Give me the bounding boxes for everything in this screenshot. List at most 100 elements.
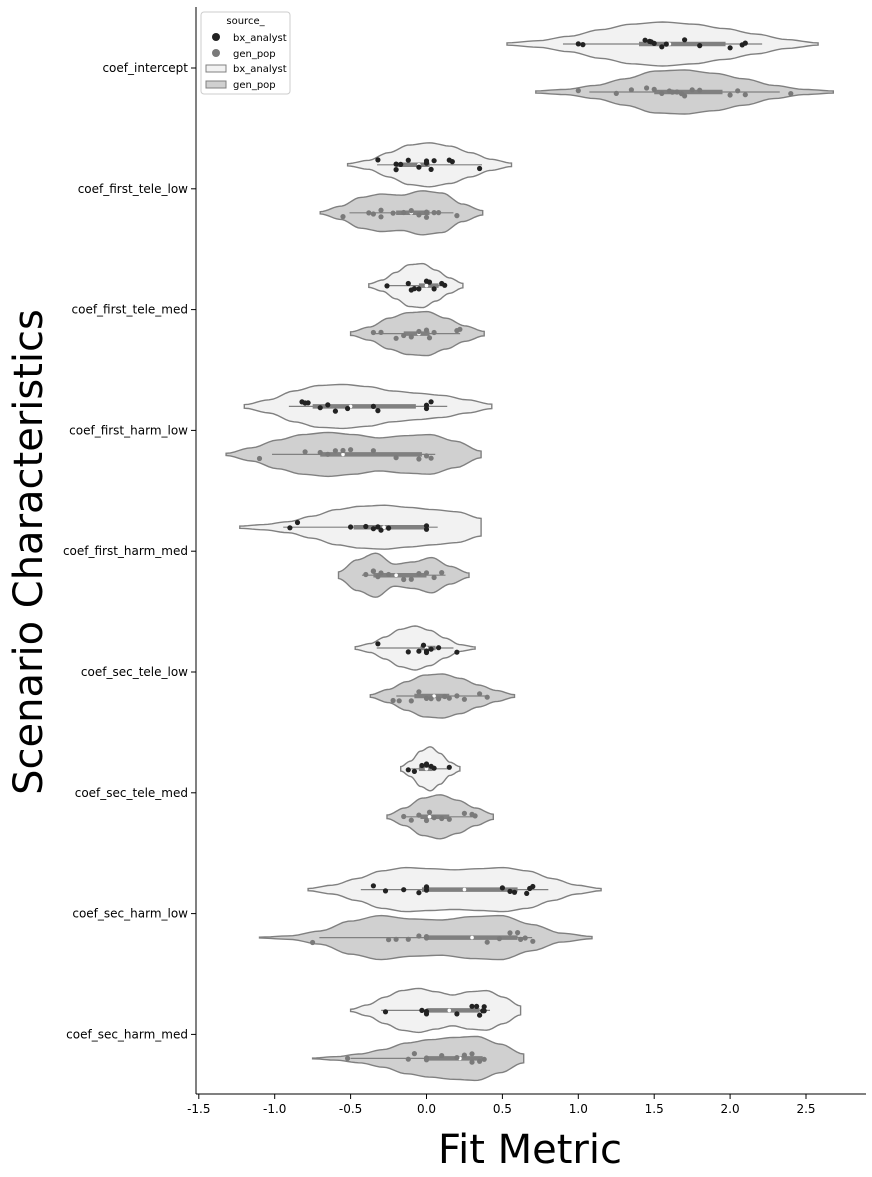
data-point-gen_pop — [446, 695, 452, 701]
data-point-gen_pop — [423, 214, 430, 220]
data-point-gen_pop — [454, 213, 460, 219]
data-point-bx_analyst — [370, 403, 376, 409]
data-point-gen_pop — [697, 87, 703, 93]
data-point-bx_analyst — [408, 287, 414, 293]
data-point-bx_analyst — [423, 1008, 430, 1015]
data-point-gen_pop — [393, 335, 399, 341]
data-point-bx_analyst — [393, 167, 399, 173]
data-point-gen_pop — [428, 696, 434, 702]
data-point-gen_pop — [375, 574, 381, 580]
data-point-bx_analyst — [416, 648, 422, 654]
y-tick-label: coef_intercept — [102, 61, 188, 75]
data-point-gen_pop — [408, 334, 414, 340]
data-point-gen_pop — [651, 86, 657, 92]
data-point-bx_analyst — [411, 768, 417, 775]
y-axis-ticks: coef_intercept coef_first_tele_low coef_fi… — [63, 61, 196, 1041]
data-point-gen_pop — [742, 92, 748, 98]
y-tick-label: coef_first_tele_med — [72, 303, 189, 317]
x-tick-label: 0.0 — [417, 1102, 436, 1116]
x-tick-label: -1.0 — [263, 1102, 286, 1116]
data-point-bx_analyst — [416, 286, 422, 292]
data-point-gen_pop — [613, 90, 619, 96]
data-point-gen_pop — [416, 812, 422, 818]
data-point-gen_pop — [472, 813, 478, 819]
data-point-gen_pop — [345, 1055, 351, 1061]
violin-median — [462, 887, 467, 892]
violin-layer — [225, 21, 834, 1082]
data-point-gen_pop — [348, 447, 354, 453]
data-point-gen_pop — [431, 574, 437, 581]
data-point-bx_analyst — [474, 1003, 480, 1010]
data-point-gen_pop — [378, 207, 384, 213]
data-point-bx_analyst — [682, 37, 688, 43]
data-point-gen_pop — [366, 210, 372, 216]
y-tick-label: coef_sec_tele_med — [75, 786, 188, 800]
data-point-gen_pop — [530, 938, 536, 944]
y-tick-label: coef_first_harm_low — [69, 423, 188, 437]
data-point-gen_pop — [659, 90, 665, 96]
y-tick-label: coef_sec_harm_low — [72, 907, 188, 921]
data-point-bx_analyst — [378, 527, 384, 533]
violin-median — [447, 1008, 452, 1013]
data-point-bx_analyst — [481, 1008, 487, 1014]
data-point-gen_pop — [408, 698, 414, 704]
data-point-bx_analyst — [384, 283, 390, 289]
data-point-gen_pop — [370, 211, 376, 217]
data-point-bx_analyst — [742, 40, 748, 46]
data-point-gen_pop — [393, 936, 399, 942]
legend-frame — [200, 11, 291, 95]
data-point-bx_analyst — [405, 767, 411, 773]
data-point-gen_pop — [423, 817, 430, 824]
data-point-gen_pop — [390, 210, 396, 216]
x-tick-label: -0.5 — [339, 1102, 362, 1116]
data-point-bx_analyst — [659, 44, 665, 50]
data-point-gen_pop — [378, 570, 384, 576]
data-point-gen_pop — [393, 455, 399, 461]
data-point-gen_pop — [423, 570, 430, 576]
data-point-bx_analyst — [419, 1007, 425, 1014]
data-point-gen_pop — [477, 691, 483, 697]
data-point-bx_analyst — [405, 280, 411, 287]
data-point-bx_analyst — [294, 519, 301, 526]
data-point-bx_analyst — [431, 158, 437, 164]
data-point-gen_pop — [317, 449, 323, 456]
data-point-bx_analyst — [449, 159, 455, 165]
data-point-gen_pop — [325, 451, 331, 457]
data-point-gen_pop — [340, 447, 346, 454]
y-tick-label: coef_first_tele_low — [78, 182, 188, 196]
x-tick-label: 1.5 — [645, 1102, 664, 1116]
data-point-gen_pop — [416, 456, 422, 462]
data-point-gen_pop — [484, 939, 490, 945]
data-point-gen_pop — [515, 930, 521, 936]
data-point-bx_analyst — [423, 523, 430, 529]
data-point-gen_pop — [428, 455, 434, 461]
data-point-gen_pop — [408, 208, 414, 214]
legend-point-marker — [212, 33, 220, 41]
y-tick-label: coef_first_harm_med — [63, 544, 188, 558]
data-point-gen_pop — [628, 87, 635, 93]
data-point-bx_analyst — [370, 883, 376, 889]
data-point-bx_analyst — [423, 402, 430, 408]
data-point-bx_analyst — [401, 887, 407, 893]
data-point-gen_pop — [401, 209, 407, 216]
data-point-bx_analyst — [436, 645, 442, 651]
data-point-gen_pop — [481, 1056, 487, 1062]
data-point-bx_analyst — [416, 164, 422, 170]
data-point-bx_analyst — [382, 1009, 389, 1015]
data-point-gen_pop — [408, 817, 414, 823]
data-point-bx_analyst — [530, 883, 536, 890]
data-point-bx_analyst — [405, 157, 411, 163]
data-point-bx_analyst — [663, 41, 669, 47]
data-point-bx_analyst — [375, 524, 381, 530]
x-tick-label: 2.0 — [721, 1102, 740, 1116]
y-axis-title: Scenario Characteristics — [6, 309, 52, 795]
data-point-gen_pop — [310, 939, 316, 946]
data-point-gen_pop — [332, 448, 338, 454]
data-point-bx_analyst — [332, 408, 338, 414]
data-point-bx_analyst — [499, 885, 505, 891]
data-point-bx_analyst — [405, 649, 411, 655]
data-point-bx_analyst — [454, 1011, 460, 1017]
data-point-bx_analyst — [428, 166, 434, 172]
data-point-gen_pop — [405, 936, 411, 942]
